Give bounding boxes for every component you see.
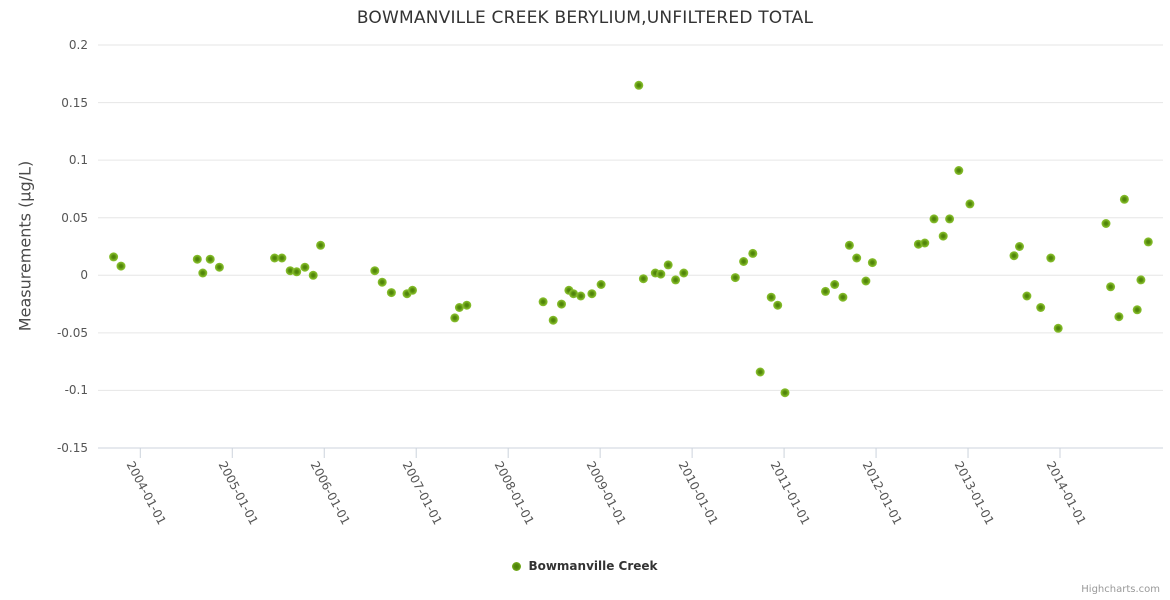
legend-series-label: Bowmanville Creek: [528, 559, 658, 573]
x-axis: [98, 447, 1163, 458]
data-point[interactable]: [671, 275, 681, 285]
data-point[interactable]: [861, 276, 871, 286]
data-point[interactable]: [1022, 291, 1032, 301]
data-point[interactable]: [205, 254, 215, 264]
data-point[interactable]: [198, 268, 208, 278]
data-point[interactable]: [773, 300, 783, 310]
data-point[interactable]: [1132, 305, 1142, 315]
data-point[interactable]: [945, 214, 955, 224]
data-point[interactable]: [938, 231, 948, 241]
data-point[interactable]: [679, 268, 689, 278]
data-point[interactable]: [1119, 194, 1129, 204]
data-point[interactable]: [1136, 275, 1146, 285]
y-tick-label: -0.15: [56, 441, 88, 455]
data-point[interactable]: [116, 261, 126, 271]
y-tick-label: 0.15: [61, 95, 88, 110]
data-point[interactable]: [844, 240, 854, 250]
y-tick-label: 0.2: [68, 38, 88, 52]
data-point[interactable]: [1009, 251, 1019, 261]
data-point[interactable]: [300, 262, 310, 272]
data-point[interactable]: [755, 367, 765, 377]
data-point[interactable]: [370, 266, 380, 276]
data-point[interactable]: [214, 262, 224, 272]
data-point[interactable]: [830, 280, 840, 289]
data-point[interactable]: [1036, 303, 1046, 312]
data-point[interactable]: [270, 253, 280, 263]
data-point[interactable]: [1101, 219, 1111, 228]
data-point[interactable]: [730, 273, 740, 283]
data-point[interactable]: [838, 292, 848, 302]
data-point[interactable]: [954, 166, 964, 175]
data-point[interactable]: [1053, 323, 1063, 333]
data-point[interactable]: [1143, 237, 1153, 247]
data-point[interactable]: [450, 313, 460, 323]
credits-link[interactable]: Highcharts.com: [1081, 584, 1160, 595]
data-point[interactable]: [821, 286, 830, 296]
data-point[interactable]: [292, 267, 302, 277]
chart-title: BOWMANVILLE CREEK BERYLIUM,UNFILTERED TO…: [356, 8, 814, 28]
y-tick-label: -0.05: [56, 325, 88, 340]
data-point[interactable]: [638, 274, 648, 284]
data-point[interactable]: [454, 303, 464, 312]
y-tick-label: 0.05: [61, 210, 88, 225]
data-point[interactable]: [277, 253, 287, 263]
data-point[interactable]: [316, 240, 326, 250]
data-point[interactable]: [1046, 253, 1056, 263]
data-point[interactable]: [920, 238, 930, 248]
data-point[interactable]: [929, 214, 939, 224]
data-point[interactable]: [192, 254, 202, 264]
legend-item-bowmanville-creek[interactable]: Bowmanville Creek: [0, 559, 1170, 573]
data-point[interactable]: [569, 289, 578, 299]
data-point[interactable]: [576, 291, 586, 301]
data-point[interactable]: [1106, 282, 1116, 292]
data-point[interactable]: [867, 258, 877, 268]
data-point[interactable]: [1015, 242, 1024, 251]
data-point[interactable]: [656, 269, 666, 279]
y-tick-label: 0.1: [68, 153, 88, 168]
data-point[interactable]: [557, 299, 566, 309]
data-point[interactable]: [748, 248, 758, 258]
data-point[interactable]: [780, 388, 790, 398]
data-point[interactable]: [538, 297, 548, 307]
data-point[interactable]: [587, 289, 597, 299]
data-point[interactable]: [109, 252, 119, 262]
scatter-points: [109, 80, 1153, 398]
data-point[interactable]: [462, 300, 472, 310]
y-tick-label: -0.1: [64, 383, 88, 398]
gridlines: [98, 44, 1163, 449]
data-point[interactable]: [408, 285, 417, 295]
data-point[interactable]: [548, 315, 558, 325]
data-point[interactable]: [852, 253, 862, 263]
legend-marker-icon: [512, 561, 522, 571]
data-point[interactable]: [766, 292, 776, 302]
data-point[interactable]: [739, 257, 749, 266]
data-point[interactable]: [663, 260, 673, 270]
data-point[interactable]: [634, 80, 644, 90]
data-point[interactable]: [1114, 312, 1124, 322]
y-tick-label: 0: [80, 268, 88, 283]
data-point[interactable]: [965, 199, 975, 209]
data-point[interactable]: [596, 280, 606, 289]
data-point[interactable]: [386, 288, 396, 298]
data-point[interactable]: [308, 270, 318, 280]
data-point[interactable]: [377, 277, 387, 287]
